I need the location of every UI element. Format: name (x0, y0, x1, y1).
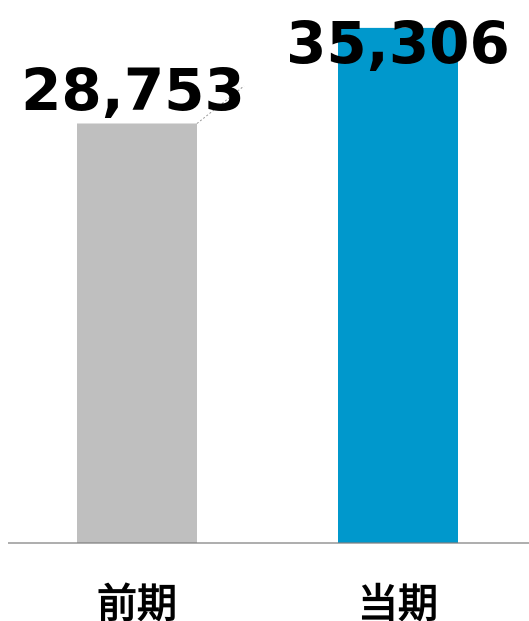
bar-2 (338, 27, 458, 544)
data-label-1: 28,753 (21, 56, 245, 124)
category-label-2: 当期 (358, 581, 438, 621)
bar-1 (77, 123, 197, 544)
labels-group: 28,753 前期 35,306 当期 (21, 9, 510, 621)
bars-group (77, 27, 458, 544)
category-label-1: 前期 (97, 581, 177, 621)
data-label-2: 35,306 (286, 9, 510, 77)
